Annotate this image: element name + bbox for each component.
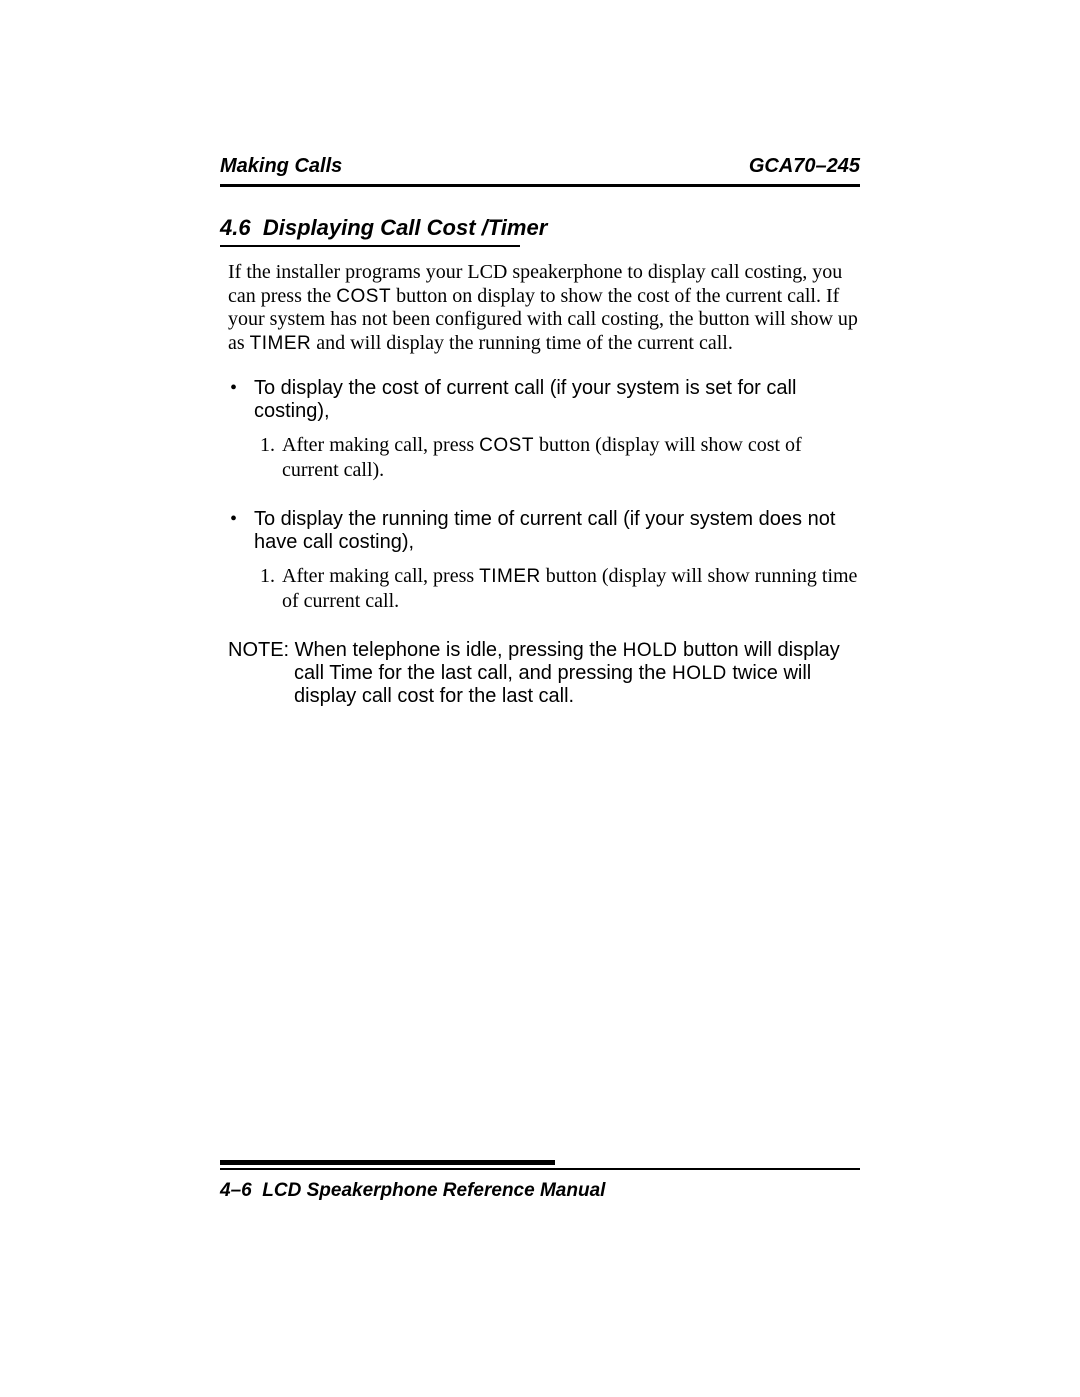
bullet-item: To display the running time of current c…	[220, 508, 860, 613]
timer-button-label: TIMER	[250, 333, 312, 354]
numbered-list: After making call, press TIMER button (d…	[260, 564, 860, 613]
bullet-lead: To display the cost of current call (if …	[254, 377, 860, 423]
step-text-pre: After making call, press	[282, 434, 479, 456]
timer-button-label: TIMER	[479, 566, 541, 587]
section-number: 4.6	[220, 215, 251, 240]
header-rule	[220, 184, 860, 187]
footer-rule-thin	[220, 1168, 860, 1170]
note-text-1: When telephone is idle, pressing the	[289, 639, 623, 661]
page-body: Making Calls GCA70–245 4.6 Displaying Ca…	[220, 155, 860, 708]
section-title: Displaying Call Cost /Timer	[263, 215, 547, 240]
running-head: Making Calls GCA70–245	[220, 155, 860, 178]
bullet-list: To display the cost of current call (if …	[220, 377, 860, 613]
intro-text-3: and will display the running time of the…	[311, 332, 733, 354]
running-head-right: GCA70–245	[749, 155, 860, 178]
hold-button-label: HOLD	[623, 640, 678, 661]
cost-button-label: COST	[336, 286, 391, 307]
page-number: 4–6	[220, 1180, 252, 1201]
running-head-left: Making Calls	[220, 155, 342, 178]
note-label: NOTE:	[228, 639, 289, 661]
numbered-step: After making call, press TIMER button (d…	[260, 564, 860, 613]
section-heading: 4.6 Displaying Call Cost /Timer	[220, 215, 860, 241]
footer-rule-thick	[220, 1160, 555, 1165]
numbered-step: After making call, press COST button (di…	[260, 433, 860, 482]
note-paragraph: NOTE: When telephone is idle, pressing t…	[228, 639, 860, 708]
bullet-lead: To display the running time of current c…	[254, 508, 860, 554]
intro-paragraph: If the installer programs your LCD speak…	[228, 261, 860, 355]
hold-button-label: HOLD	[672, 663, 727, 684]
step-text-pre: After making call, press	[282, 565, 479, 587]
bullet-item: To display the cost of current call (if …	[220, 377, 860, 482]
numbered-list: After making call, press COST button (di…	[260, 433, 860, 482]
footer-text: 4–6 LCD Speakerphone Reference Manual	[220, 1180, 860, 1202]
footer-title: LCD Speakerphone Reference Manual	[262, 1180, 605, 1201]
section-underline	[220, 245, 520, 247]
cost-button-label: COST	[479, 435, 534, 456]
page-footer: 4–6 LCD Speakerphone Reference Manual	[220, 1160, 860, 1202]
